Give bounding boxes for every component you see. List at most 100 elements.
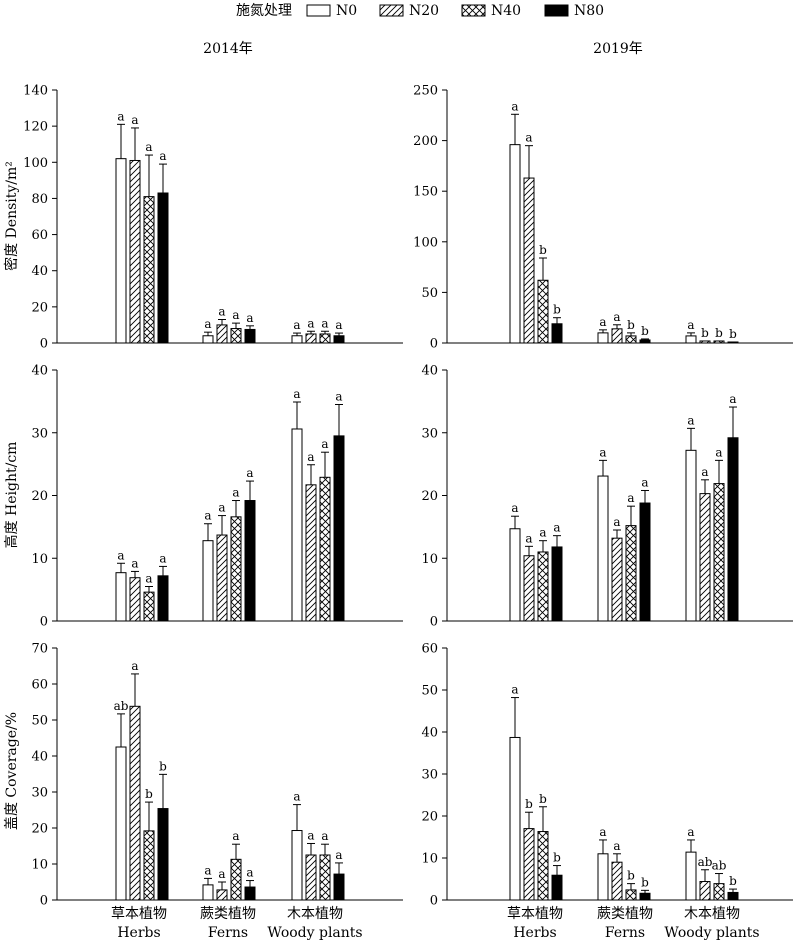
significance-label-n80-woody: b	[729, 874, 737, 888]
bar-n20-woody	[699, 340, 711, 344]
significance-label-n40-herbs: b	[539, 243, 547, 257]
significance-label-n80-herbs: b	[553, 303, 561, 317]
significance-label-n80-herbs: b	[159, 759, 167, 773]
category-labels-2014: 草本植物 蕨类植物 木本植物 Herbs Ferns Woody plants	[111, 906, 363, 941]
category-en-herbs: Herbs	[117, 925, 160, 941]
significance-label-n40-ferns: b	[627, 869, 635, 883]
bar-n20-ferns	[611, 328, 623, 344]
bar-n80-woody	[333, 873, 345, 901]
significance-label-n0-ferns: a	[204, 317, 211, 331]
y-tick-label: 60	[31, 228, 48, 243]
significance-label-n40-ferns: a	[627, 491, 634, 505]
significance-label-n20-woody: a	[307, 316, 314, 330]
y-tick-label: 10	[421, 552, 438, 567]
y-tick-label: 140	[23, 84, 48, 99]
category-en-herbs: Herbs	[513, 925, 556, 941]
bar-n40-herbs	[537, 831, 549, 901]
significance-label-n20-herbs: a	[131, 659, 138, 673]
bar-n40-ferns	[625, 525, 637, 622]
significance-label-n80-herbs: b	[553, 851, 561, 865]
bar-n0-ferns	[597, 475, 609, 622]
legend-swatch-n80	[544, 4, 569, 17]
legend-title: 施氮处理	[236, 3, 292, 19]
bar-n0-herbs	[509, 736, 521, 901]
bar-n80-herbs	[551, 546, 563, 622]
significance-label-n20-herbs: a	[131, 113, 138, 127]
bar-n0-herbs	[509, 144, 521, 344]
category-en-woody: Woody plants	[664, 925, 759, 941]
significance-label-n20-herbs: a	[131, 556, 138, 570]
y-tick-label: 10	[31, 858, 48, 873]
bar-n0-woody	[291, 335, 303, 344]
bar-n40-ferns	[230, 328, 242, 344]
bar-n0-ferns	[597, 853, 609, 901]
bar-n80-woody	[333, 335, 345, 344]
bar-n40-ferns	[230, 858, 242, 901]
bar-n80-ferns	[244, 886, 256, 901]
bar-n0-ferns	[202, 540, 214, 622]
bar-n40-woody	[319, 854, 331, 901]
significance-label-n0-herbs: a	[511, 501, 518, 515]
bar-n40-woody	[319, 333, 331, 344]
bar-n80-woody	[727, 437, 739, 622]
significance-label-n20-herbs: a	[525, 531, 532, 545]
legend-label-n80: N80	[574, 3, 604, 19]
y-tick-label: 40	[31, 264, 48, 279]
bar-n0-woody	[685, 449, 697, 622]
category-en-ferns: Ferns	[208, 925, 248, 941]
significance-label-n80-herbs: a	[159, 149, 166, 163]
significance-label-n80-ferns: a	[246, 866, 253, 880]
bar-n40-herbs	[143, 196, 155, 344]
category-cn-herbs: 草本植物	[507, 906, 563, 922]
significance-label-n40-ferns: b	[627, 318, 635, 332]
bar-n40-woody	[713, 483, 725, 622]
y-tick-label: 70	[31, 642, 48, 657]
bar-n40-herbs	[143, 591, 155, 622]
bar-n20-woody	[699, 881, 711, 901]
bar-n0-ferns	[202, 884, 214, 901]
significance-label-n80-ferns: a	[641, 475, 648, 489]
bar-n0-woody	[685, 851, 697, 901]
category-labels-2019: 草本植物 蕨类植物 木本植物 Herbs Ferns Woody plants	[507, 906, 760, 941]
bar-n0-herbs	[115, 572, 127, 622]
y-tick-label: 40	[421, 364, 438, 379]
bar-n80-herbs	[157, 808, 169, 901]
y-tick-label: 100	[23, 156, 48, 171]
significance-label-n40-woody: ab	[712, 859, 727, 873]
y-tick-label: 0	[40, 337, 48, 352]
y-tick-label: 30	[31, 426, 48, 441]
significance-label-n0-woody: a	[293, 387, 300, 401]
bar-n80-ferns	[244, 500, 256, 622]
bar-n80-herbs	[157, 192, 169, 344]
bar-n0-woody	[291, 428, 303, 622]
y-tick-label: 80	[31, 192, 48, 207]
significance-label-n20-herbs: a	[525, 131, 532, 145]
significance-label-n0-woody: a	[687, 318, 694, 332]
significance-label-n40-woody: a	[321, 316, 328, 330]
legend-swatch-n40	[461, 4, 486, 17]
significance-label-n40-woody: a	[321, 829, 328, 843]
category-cn-ferns: 蕨类植物	[597, 906, 653, 922]
bar-n80-herbs	[551, 874, 563, 901]
significance-label-n0-ferns: a	[599, 445, 606, 459]
significance-label-n20-woody: a	[307, 450, 314, 464]
bar-n20-herbs	[523, 828, 535, 901]
category-en-woody: Woody plants	[267, 925, 362, 941]
significance-label-n40-herbs: b	[539, 792, 547, 806]
bar-n40-ferns	[230, 516, 242, 622]
bar-n0-ferns	[597, 332, 609, 344]
significance-label-n40-woody: b	[715, 326, 723, 340]
bar-n80-woody	[727, 341, 739, 344]
y-tick-label: 20	[31, 489, 48, 504]
category-cn-ferns: 蕨类植物	[200, 906, 256, 922]
bar-n80-ferns	[639, 502, 651, 622]
bar-n20-herbs	[129, 159, 141, 344]
y-tick-label: 40	[421, 726, 438, 741]
bar-n20-woody	[305, 333, 317, 344]
significance-label-n0-woody: a	[687, 825, 694, 839]
y-tick-label: 50	[421, 286, 438, 301]
significance-label-n80-woody: a	[335, 848, 342, 862]
y-tick-label: 50	[31, 714, 48, 729]
